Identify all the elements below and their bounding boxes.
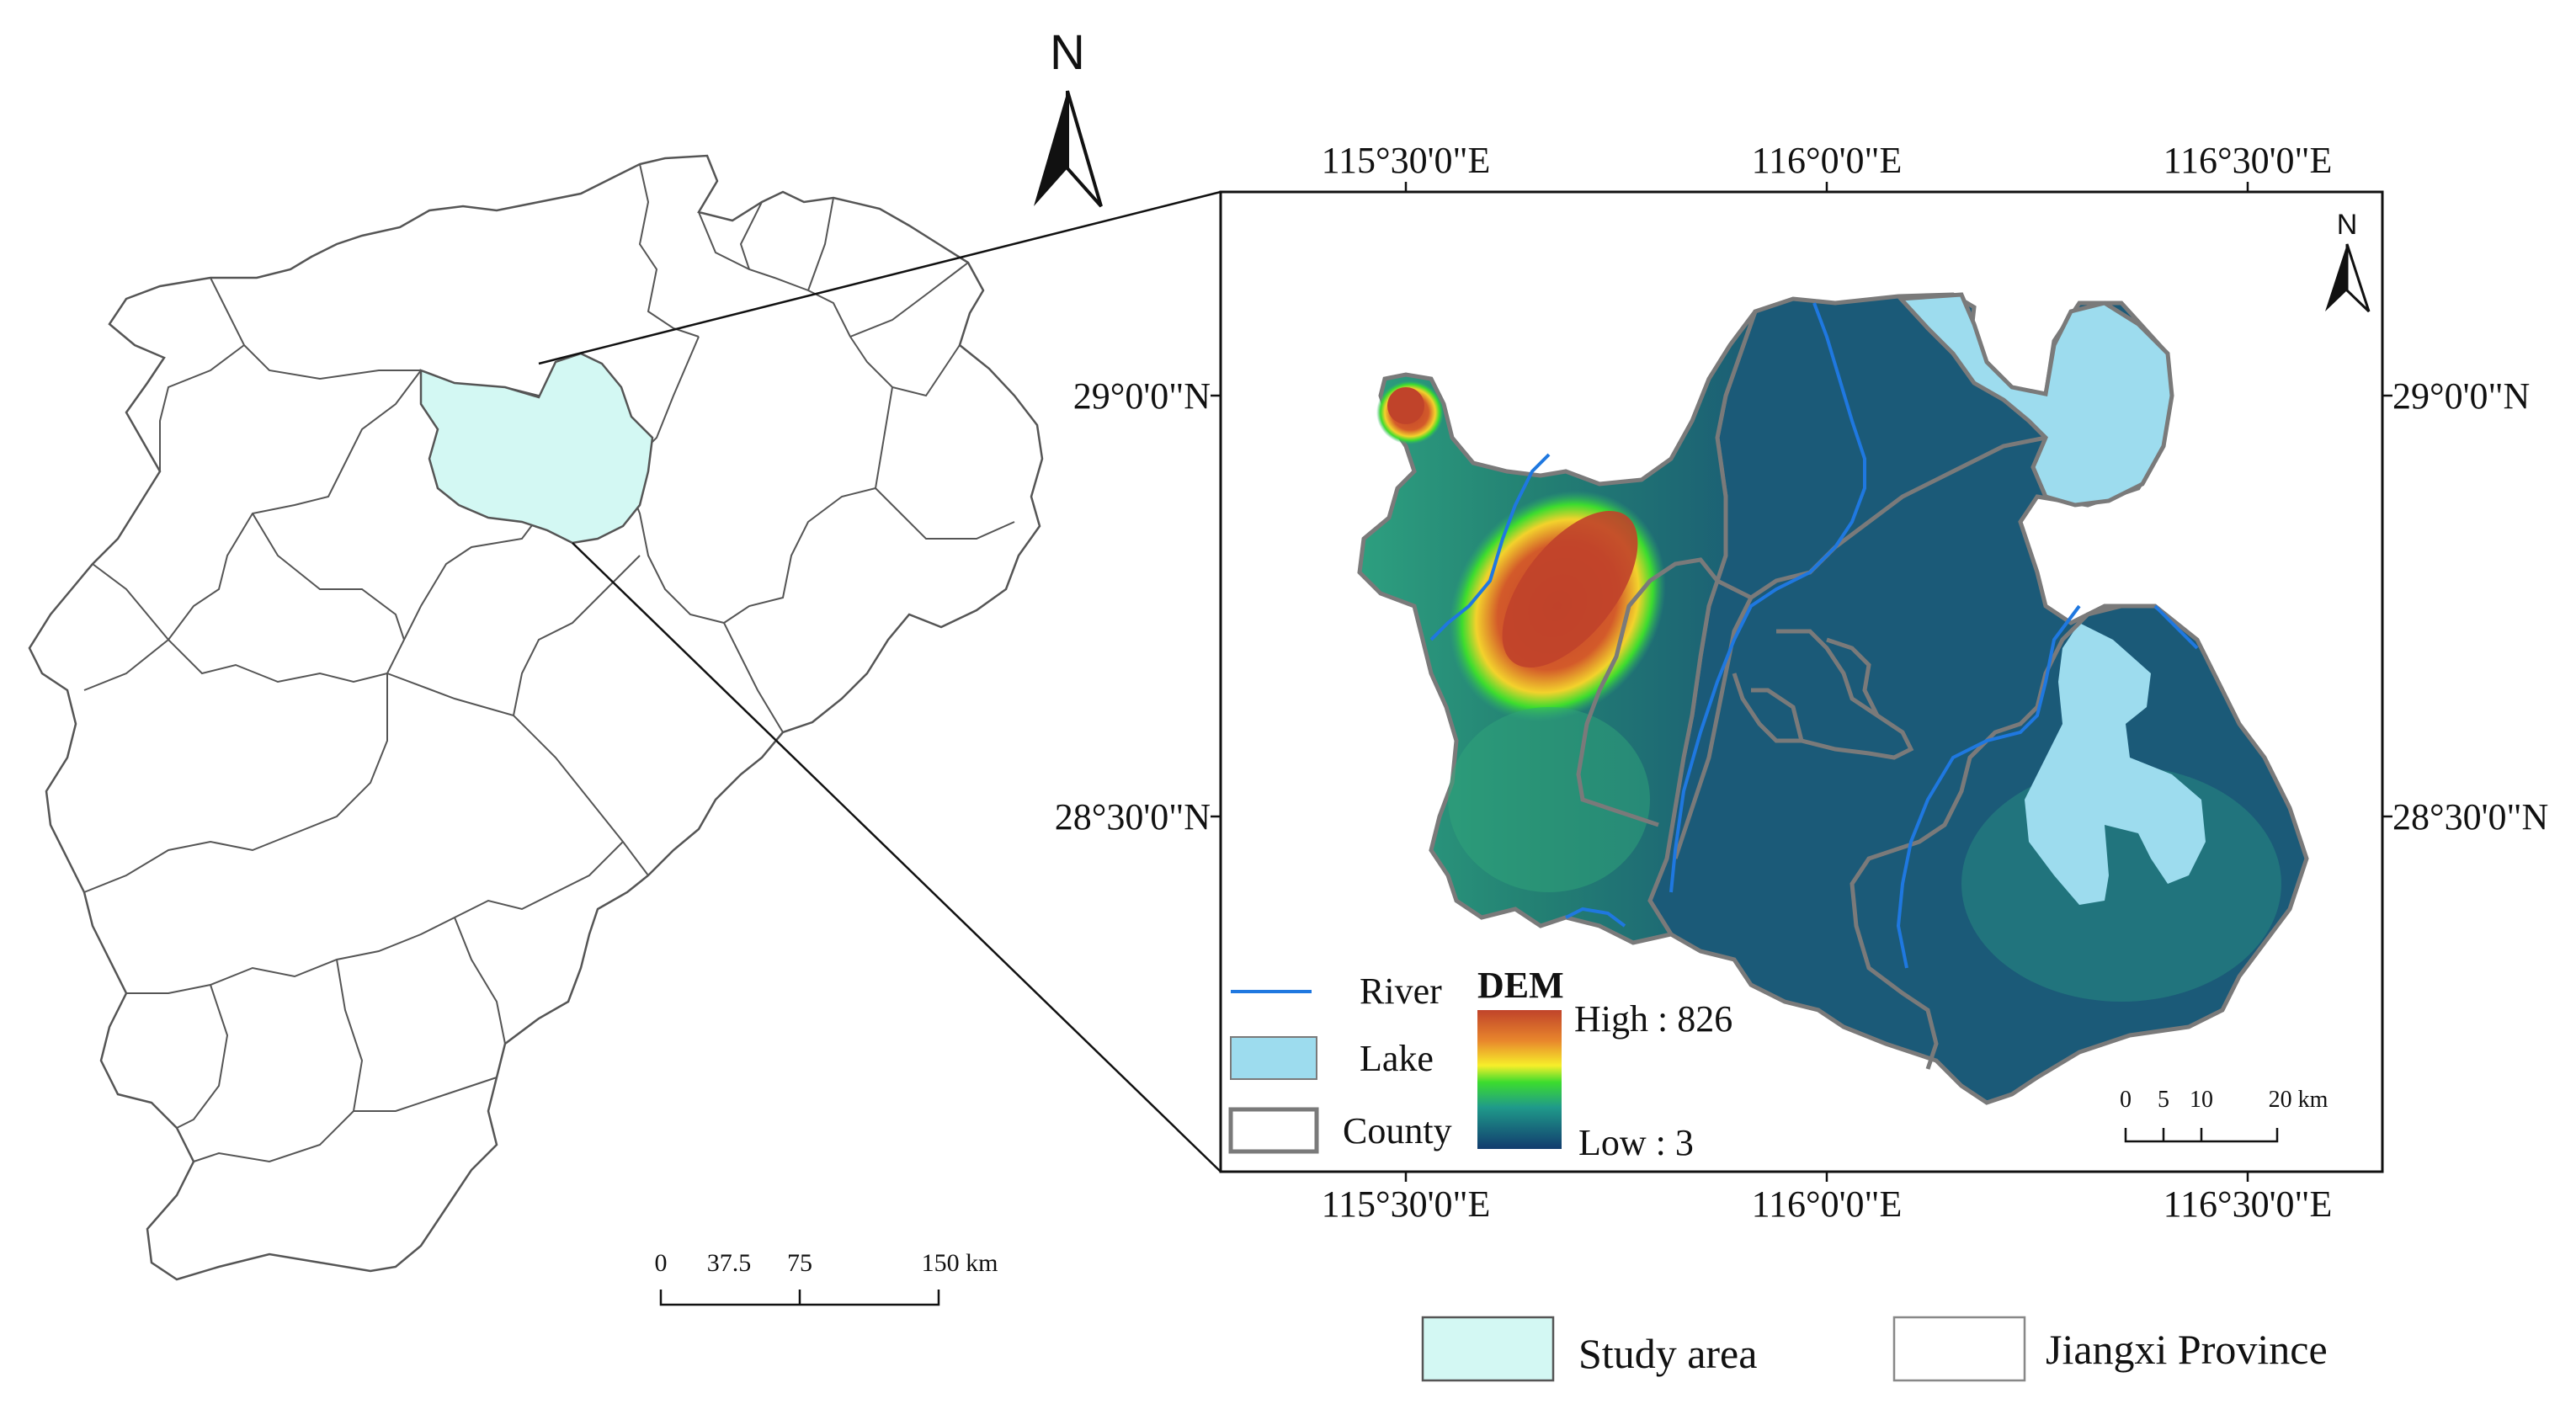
coord-bottom-0: 115°30'0"E bbox=[1322, 1183, 1491, 1225]
scale-bar-main: 0 37.5 75 150 km bbox=[655, 1249, 998, 1306]
legend-dem-ramp bbox=[1477, 1010, 1562, 1149]
coord-right-0: 29°0'0"N bbox=[2392, 375, 2530, 417]
dem-peak-north-core bbox=[1387, 387, 1424, 424]
legend-lake-label: Lake bbox=[1360, 1038, 1434, 1079]
north-arrow-main-label: N bbox=[1050, 25, 1085, 80]
coord-left-1: 28°30'0"N bbox=[1055, 796, 1211, 838]
county-boundaries bbox=[1576, 435, 2122, 1070]
scale-main-tick-2: 75 bbox=[787, 1249, 812, 1277]
coord-top-1: 116°0'0"E bbox=[1752, 140, 1903, 181]
scale-main-tick-0: 0 bbox=[655, 1249, 668, 1277]
legend-river-label: River bbox=[1360, 971, 1442, 1012]
lake-junshan bbox=[2025, 623, 2206, 905]
scale-main-tick-3: 150 km bbox=[922, 1249, 998, 1277]
leader-line-top bbox=[538, 190, 1221, 365]
legend-lake-symbol bbox=[1230, 1036, 1317, 1080]
legend-dem-title: DEM bbox=[1477, 965, 1564, 1006]
coord-left-0: 29°0'0"N bbox=[1073, 375, 1211, 417]
legend-province-label: Jiangxi Province bbox=[2046, 1326, 2328, 1373]
coord-bottom-1: 116°0'0"E bbox=[1752, 1183, 1903, 1225]
legend-dem-high: High : 826 bbox=[1574, 998, 1732, 1040]
dem-peak-main-core bbox=[1502, 510, 1638, 668]
legend-county-label: County bbox=[1343, 1110, 1452, 1151]
legend-study-area-swatch bbox=[1421, 1316, 1555, 1382]
province-map bbox=[28, 154, 1221, 1281]
leader-line-bottom bbox=[572, 542, 1221, 1173]
study-area-polygon bbox=[419, 352, 654, 545]
scale-bar-inset: 0 5 10 20 km bbox=[2120, 1087, 2329, 1143]
coord-top-0: 115°30'0"E bbox=[1322, 140, 1491, 181]
inset-map: 115°30'0"E 116°0'0"E 116°30'0"E 115°30'0… bbox=[1055, 140, 2549, 1225]
inset-ticks bbox=[1211, 182, 2392, 1182]
north-arrow-main: N bbox=[1034, 25, 1103, 208]
main-legend: Study area Jiangxi Province bbox=[1421, 1316, 2328, 1382]
legend-dem-low: Low : 3 bbox=[1578, 1122, 1694, 1163]
scale-inset-tick-0: 0 bbox=[2120, 1087, 2132, 1113]
dem-hills-southwest bbox=[1448, 707, 1650, 892]
coord-bottom-2: 116°30'0"E bbox=[2164, 1183, 2333, 1225]
coord-top-2: 116°30'0"E bbox=[2164, 140, 2333, 181]
legend-county-symbol bbox=[1228, 1107, 1319, 1154]
coord-right-1: 28°30'0"N bbox=[2392, 796, 2548, 838]
rivers bbox=[1429, 302, 2199, 969]
scale-inset-tick-2: 10 bbox=[2190, 1087, 2213, 1113]
north-arrow-inset: N bbox=[2325, 209, 2371, 313]
lake-poyang-north bbox=[1896, 292, 2174, 508]
inset-legend: River Lake County DEM High : 826 Low : 3 bbox=[1228, 965, 1732, 1163]
scale-inset-tick-3: 20 km bbox=[2269, 1087, 2329, 1113]
legend-province-swatch bbox=[1892, 1316, 2026, 1382]
legend-study-area-label: Study area bbox=[1578, 1330, 1757, 1377]
scale-inset-tick-1: 5 bbox=[2158, 1087, 2169, 1113]
north-arrow-inset-label: N bbox=[2337, 209, 2358, 241]
scale-main-tick-1: 37.5 bbox=[707, 1249, 752, 1277]
province-outline bbox=[28, 154, 1044, 1281]
